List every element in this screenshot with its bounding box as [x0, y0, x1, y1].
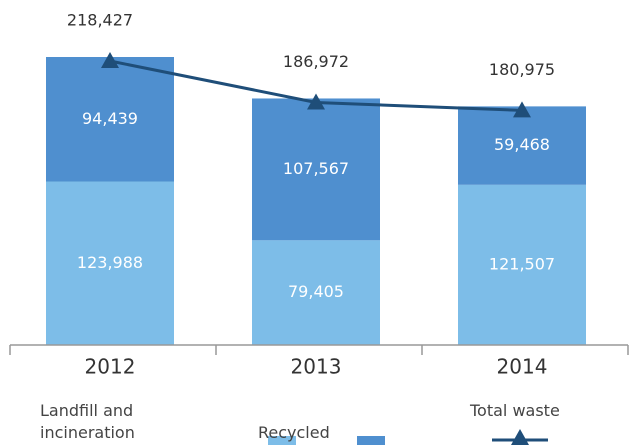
value-label: 123,988 — [77, 253, 143, 272]
legend-label: Total waste — [470, 401, 560, 420]
legend-marker — [511, 429, 529, 445]
legend-swatch — [357, 436, 385, 445]
bar-segment — [46, 181, 174, 345]
legend-swatch — [268, 436, 296, 445]
x-tick-label: 2012 — [85, 355, 136, 379]
bar-segment — [252, 240, 380, 345]
total-label: 218,427 — [67, 11, 133, 30]
value-label: 121,507 — [489, 254, 555, 273]
value-label: 79,405 — [288, 282, 344, 301]
legend-label: Landfill and incineration — [40, 401, 135, 442]
bar-segment — [458, 184, 586, 345]
bar-segment — [458, 106, 586, 185]
x-tick-label: 2014 — [497, 355, 548, 379]
total-label: 180,975 — [489, 60, 555, 79]
legend-label: Recycled — [258, 423, 330, 442]
line-marker — [101, 52, 119, 68]
value-label: 94,439 — [82, 109, 138, 128]
line-marker — [513, 101, 531, 118]
bar-segment — [46, 57, 174, 182]
total-label: 186,972 — [283, 52, 349, 71]
value-label: 59,468 — [494, 135, 550, 154]
x-tick-label: 2013 — [291, 355, 342, 379]
bar-segment — [252, 98, 380, 241]
line-marker — [307, 93, 325, 110]
value-label: 107,567 — [283, 159, 349, 178]
